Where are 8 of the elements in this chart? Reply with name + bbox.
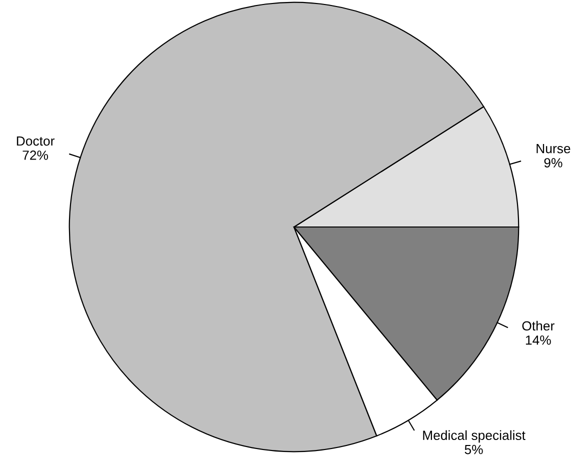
data-label: 14% [526, 335, 551, 345]
slice-label: Nurse [536, 144, 570, 154]
data-label: 5% [464, 444, 483, 454]
slice-label: Medical specialist [423, 430, 526, 443]
slice-label: Doctor [16, 136, 54, 146]
data-label: 9% [544, 158, 562, 168]
data-label: 72% [22, 150, 48, 160]
slice-label: Other [522, 320, 554, 331]
